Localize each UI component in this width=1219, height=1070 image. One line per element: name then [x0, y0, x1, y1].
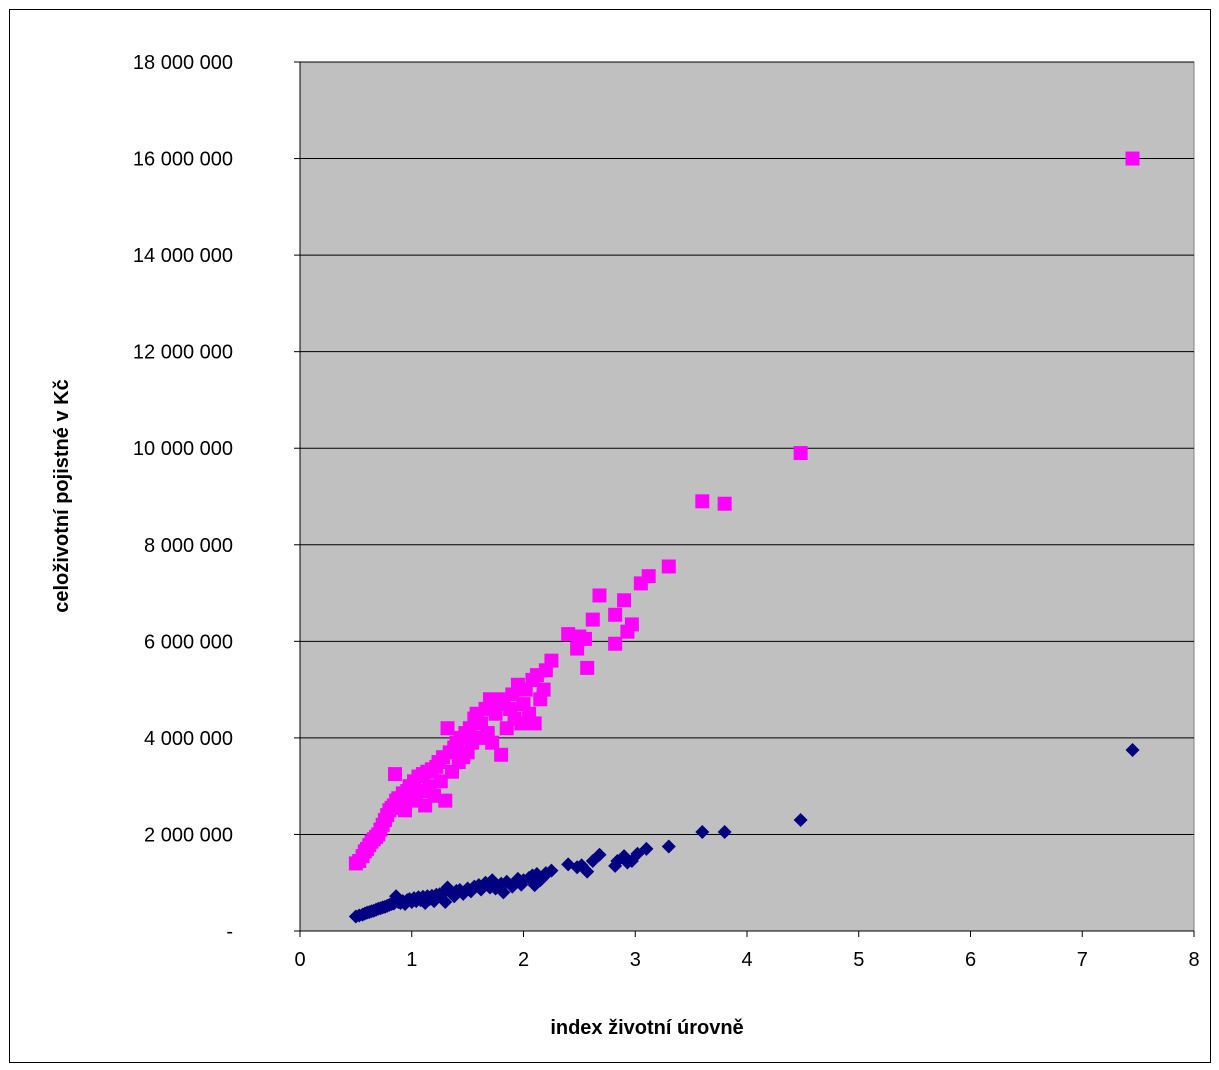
data-point-square: [387, 767, 402, 782]
x-tick-label: 2: [518, 949, 529, 971]
data-points: [348, 151, 1140, 924]
data-point-diamond: [592, 847, 607, 862]
tick-labels: - 2 000 000 4 000 000 6 000 000 8 000 000 10 …: [133, 52, 1200, 971]
data-point-square: [580, 660, 595, 675]
x-tick-label: 0: [294, 949, 305, 971]
data-point-square: [617, 593, 632, 608]
y-tick-label: 12 000 000: [133, 342, 233, 364]
series-2: [348, 742, 1140, 924]
y-tick-label: 4 000 000: [144, 728, 233, 750]
data-point-square: [427, 788, 442, 803]
y-tick-label: 8 000 000: [144, 535, 233, 557]
data-point-diamond: [580, 864, 595, 879]
x-axis-title: index životní úrovně: [550, 1017, 743, 1039]
y-axis-title: celoživotní pojistné v Kč: [51, 379, 73, 612]
data-point-diamond: [544, 863, 559, 878]
x-tick-label: 4: [741, 949, 752, 971]
data-point-square: [544, 653, 559, 668]
data-point-square: [585, 612, 600, 627]
data-point-square: [440, 721, 455, 736]
axes: [294, 61, 1195, 937]
data-point-square: [624, 617, 639, 632]
x-tick-label: 3: [630, 949, 641, 971]
series-1: [348, 151, 1140, 871]
data-point-diamond: [639, 841, 654, 856]
data-point-square: [793, 446, 808, 461]
data-point-square: [527, 716, 542, 731]
data-point-square: [641, 569, 656, 584]
x-tick-label: 6: [965, 949, 976, 971]
x-tick-label: 7: [1077, 949, 1088, 971]
data-point-diamond: [661, 839, 676, 854]
plot-area: [299, 61, 1195, 932]
y-tick-label: 14 000 000: [133, 245, 233, 267]
y-tick-label: 6 000 000: [144, 631, 233, 653]
data-point-square: [485, 735, 500, 750]
data-point-square: [561, 627, 576, 642]
y-tick-label: 16 000 000: [133, 149, 233, 171]
data-point-diamond: [793, 812, 808, 827]
data-point-diamond: [496, 885, 511, 900]
data-point-square: [438, 793, 453, 808]
data-point-square: [661, 559, 676, 574]
y-tick-label: 2 000 000: [144, 824, 233, 846]
data-point-diamond: [1125, 742, 1140, 757]
data-point-square: [577, 631, 592, 646]
x-tick-label: 1: [406, 949, 417, 971]
y-tick-label: 18 000 000: [133, 52, 233, 74]
y-tick-label: -: [226, 921, 233, 943]
data-point-square: [1125, 151, 1140, 166]
data-point-diamond: [695, 825, 710, 840]
y-tick-label: 10 000 000: [133, 438, 233, 460]
data-point-square: [695, 494, 710, 509]
data-point-square: [494, 747, 509, 762]
data-point-square: [433, 774, 448, 789]
x-tick-label: 8: [1188, 949, 1199, 971]
data-point-square: [536, 682, 551, 697]
data-point-square: [608, 636, 623, 651]
data-point-square: [592, 588, 607, 603]
data-point-diamond: [717, 825, 732, 840]
data-point-diamond: [438, 895, 453, 910]
data-point-square: [608, 607, 623, 622]
data-point-square: [717, 496, 732, 511]
x-tick-label: 5: [853, 949, 864, 971]
gridlines: [300, 61, 1194, 835]
